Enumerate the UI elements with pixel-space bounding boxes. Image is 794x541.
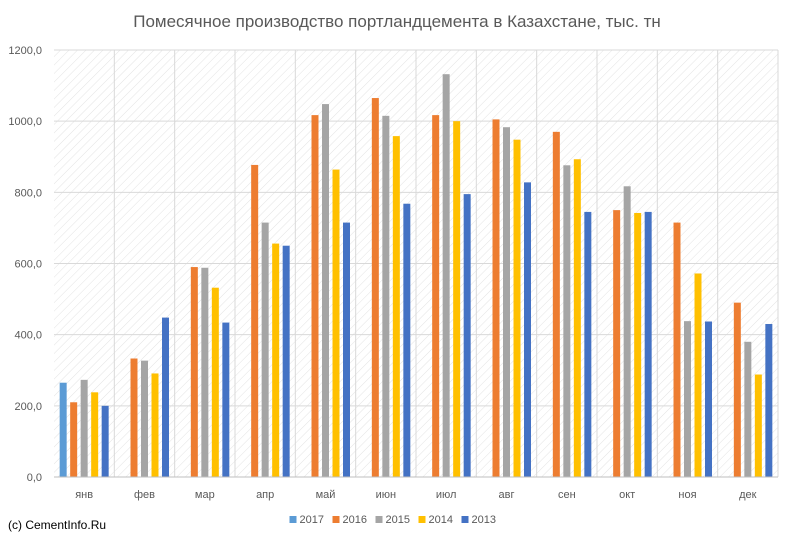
legend-swatch-2017 [289, 516, 297, 523]
legend-label-2017: 2017 [300, 514, 324, 526]
y-tick-label: 200,0 [14, 401, 42, 413]
bar-2016-июл [432, 115, 440, 478]
x-tick-label: авг [499, 489, 515, 501]
x-tick-label: фев [134, 489, 155, 501]
x-tick-label: июн [376, 489, 396, 501]
bar-2016-дек [733, 302, 741, 477]
x-tick-label: сен [558, 489, 576, 501]
legend: 2017 2016 2015 2014 2013 [289, 514, 496, 526]
legend-swatch-2015 [375, 516, 383, 523]
legend-swatch-2014 [418, 516, 426, 523]
bar-2014-июл [453, 121, 461, 478]
bar-2014-ноя [694, 273, 702, 477]
x-tick-label: апр [256, 489, 274, 501]
axes: 0,0 200,0 400,0 600,0 800,0 1000,0 1200,0 янв фе… [8, 45, 778, 501]
bar-2014-авг [513, 139, 521, 478]
bar-2017-янв [59, 382, 67, 477]
bar-2015-июн [382, 115, 390, 478]
bar-2014-сен [573, 159, 581, 477]
bar-2013-янв [101, 405, 109, 477]
bar-2016-июн [371, 98, 379, 477]
copyright-text: (c) CementInfo.Ru [8, 518, 107, 532]
legend-label-2015: 2015 [386, 514, 410, 526]
bars [59, 74, 773, 478]
legend-label-2014: 2014 [429, 514, 453, 526]
bar-2014-окт [634, 212, 642, 477]
bar-2016-сен [552, 131, 560, 477]
bar-2016-ноя [673, 222, 681, 477]
x-tick-label: окт [619, 489, 635, 501]
bar-2015-дек [744, 341, 752, 477]
bar-2013-май [343, 222, 350, 477]
bar-2016-мар [190, 267, 198, 477]
y-tick-label: 0,0 [27, 472, 42, 484]
x-tick-label: янв [75, 489, 93, 501]
bar-2015-янв [80, 379, 88, 477]
bar-2014-фев [151, 373, 159, 477]
y-tick-label: 400,0 [14, 330, 42, 342]
bar-2015-май [322, 104, 329, 477]
bar-2016-фев [130, 358, 138, 477]
chart-title: Помесячное производство портландцемента … [133, 12, 661, 31]
bar-2013-авг [524, 182, 531, 477]
bar-2016-авг [492, 119, 500, 477]
bar-2013-фев [162, 317, 169, 477]
bar-2016-апр [251, 164, 259, 477]
bar-2014-мар [211, 287, 219, 477]
x-tick-label: дек [739, 489, 757, 501]
bar-2015-апр [261, 222, 269, 477]
bar-2013-окт [644, 211, 652, 477]
bar-2013-дек [765, 323, 773, 477]
bar-2015-ноя [684, 321, 691, 477]
bar-2015-мар [201, 267, 209, 477]
bar-2015-окт [623, 186, 631, 477]
bar-2013-июн [403, 203, 411, 477]
bar-2013-апр [282, 245, 290, 477]
bar-2013-июл [463, 194, 471, 478]
bar-2014-май [332, 169, 340, 477]
legend-label-2016: 2016 [343, 514, 367, 526]
legend-swatch-2013 [461, 516, 469, 523]
bar-2016-окт [613, 210, 621, 477]
bar-2013-сен [584, 211, 592, 477]
bar-2016-май [311, 115, 319, 478]
bar-2015-авг [503, 127, 510, 478]
bar-2014-дек [754, 374, 762, 477]
bar-2015-сен [563, 165, 571, 478]
bar-2015-фев [141, 360, 148, 477]
bar-2013-ноя [705, 321, 712, 477]
bar-2016-янв [70, 402, 78, 477]
bar-2014-янв [91, 392, 99, 477]
legend-label-2013: 2013 [472, 514, 496, 526]
x-tick-label: мар [195, 489, 215, 501]
bar-2014-апр [272, 243, 280, 477]
bar-2015-июл [442, 74, 450, 478]
y-tick-label: 800,0 [14, 187, 42, 199]
y-tick-label: 1000,0 [8, 116, 42, 128]
bar-2014-июн [392, 136, 400, 477]
y-tick-label: 600,0 [14, 259, 42, 271]
bar-2013-мар [222, 322, 230, 477]
x-tick-label: июл [436, 489, 457, 501]
legend-swatch-2016 [332, 516, 340, 523]
x-tick-label: май [316, 489, 336, 501]
x-tick-label: ноя [678, 489, 696, 501]
y-tick-label: 1200,0 [8, 45, 42, 57]
